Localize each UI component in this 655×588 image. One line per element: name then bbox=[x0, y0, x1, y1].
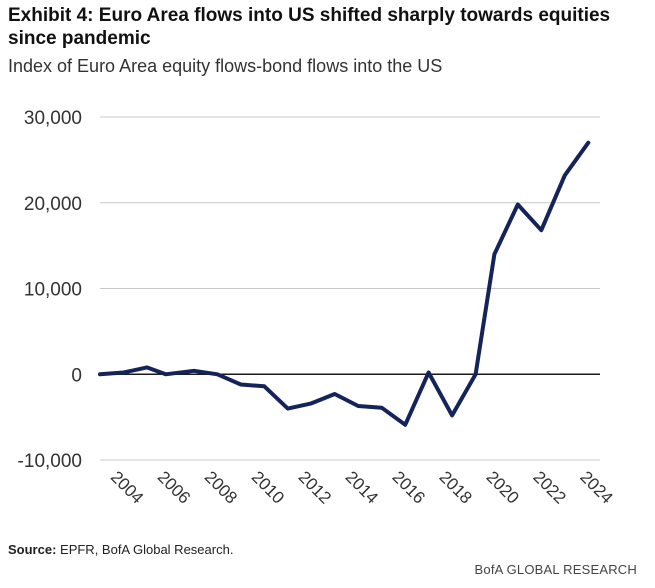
chart-subtitle: Index of Euro Area equity flows-bond flo… bbox=[8, 56, 443, 76]
x-tick-label: 2024 bbox=[576, 467, 616, 507]
series-line bbox=[98, 140, 591, 427]
chart-title: Exhibit 4: Euro Area flows into US shift… bbox=[8, 5, 611, 49]
source-note: Source: EPFR, BofA Global Research. bbox=[8, 542, 233, 557]
source-label: Source: bbox=[8, 542, 57, 557]
y-tick-label: 20,000 bbox=[24, 194, 82, 215]
x-tick-label: 2012 bbox=[295, 467, 335, 507]
source-text: EPFR, BofA Global Research. bbox=[56, 542, 234, 557]
brand-label: BofA GLOBAL RESEARCH bbox=[474, 562, 637, 577]
x-tick-label: 2018 bbox=[436, 467, 476, 507]
y-tick-label: 10,000 bbox=[24, 280, 82, 301]
x-tick-label: 2014 bbox=[342, 467, 382, 507]
x-tick-label: 2004 bbox=[107, 467, 147, 507]
x-tick-label: 2020 bbox=[482, 467, 522, 507]
y-tick-label: -10,000 bbox=[18, 451, 82, 472]
x-tick-label: 2016 bbox=[389, 467, 429, 507]
y-tick-label: 0 bbox=[71, 365, 82, 386]
x-tick-label: 2006 bbox=[154, 467, 194, 507]
y-tick-label: 30,000 bbox=[24, 108, 82, 129]
x-tick-label: 2022 bbox=[529, 467, 569, 507]
x-tick-label: 2008 bbox=[201, 467, 241, 507]
x-tick-label: 2010 bbox=[248, 467, 288, 507]
